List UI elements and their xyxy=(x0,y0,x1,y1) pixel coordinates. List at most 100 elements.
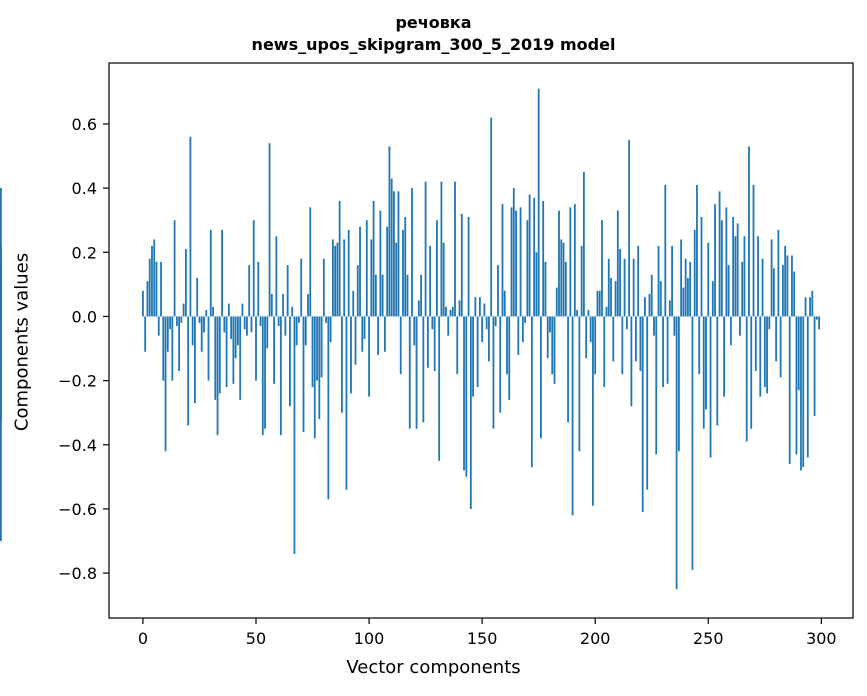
bar-component-248 xyxy=(702,316,705,429)
bar-component-127 xyxy=(429,245,432,317)
bar-component-77 xyxy=(316,316,318,381)
bar-component-228 xyxy=(657,245,660,317)
bar-component-279 xyxy=(772,268,775,317)
bar-component-91 xyxy=(347,229,350,317)
bar-component-167 xyxy=(519,207,522,317)
bar-component-270 xyxy=(752,184,755,317)
bar-component-18 xyxy=(182,303,185,317)
bar-component-188 xyxy=(567,316,569,423)
bar-component-176 xyxy=(540,316,542,439)
bar-component-14 xyxy=(173,220,176,317)
bar-component-178 xyxy=(544,261,547,317)
bar-component-219 xyxy=(637,245,640,317)
bar-component-31 xyxy=(212,306,214,317)
bar-component-3 xyxy=(148,258,151,317)
bar-component-53 xyxy=(261,316,264,436)
bar-component-undefined xyxy=(0,316,2,327)
bar-component-54 xyxy=(264,316,266,429)
bar-component-114 xyxy=(399,316,402,375)
bar-component-89 xyxy=(343,239,346,317)
bar-component-25 xyxy=(198,316,201,323)
bar-component-233 xyxy=(668,300,671,317)
bar-component-70 xyxy=(300,258,303,317)
bar-component-254 xyxy=(716,316,719,426)
bar-component-51 xyxy=(257,261,260,317)
bar-component-247 xyxy=(700,216,703,317)
bars-group xyxy=(0,88,820,590)
bar-component-122 xyxy=(417,300,420,317)
bar-component-42 xyxy=(237,316,239,346)
bar-component-19 xyxy=(184,249,187,317)
bar-component-76 xyxy=(313,316,316,439)
bar-component-175 xyxy=(537,88,540,317)
bar-component-88 xyxy=(341,316,343,413)
bar-component-9 xyxy=(162,316,165,381)
bar-component-250 xyxy=(707,242,710,317)
bar-component-118 xyxy=(408,316,411,429)
bar-component-8 xyxy=(160,261,162,317)
bar-component-79 xyxy=(320,316,323,378)
bar-component-2 xyxy=(146,281,149,317)
bar-component-142 xyxy=(463,316,465,471)
bar-component-82 xyxy=(327,316,330,500)
bar-component-172 xyxy=(530,316,533,468)
y-tick-label: 0.6 xyxy=(72,115,97,134)
bar-component-202 xyxy=(598,290,601,317)
bar-component-174 xyxy=(535,252,538,317)
bar-component-37 xyxy=(225,316,228,388)
bar-component-157 xyxy=(497,265,499,317)
bar-component-1 xyxy=(144,316,147,352)
bar-component-100 xyxy=(368,316,370,397)
bar-component-280 xyxy=(775,316,778,362)
bar-component-230 xyxy=(662,316,664,388)
bar-component-68 xyxy=(295,316,298,346)
bar-component-203 xyxy=(601,220,603,317)
bar-component-169 xyxy=(524,316,526,323)
bar-component-143 xyxy=(465,316,468,477)
bar-component-61 xyxy=(279,316,282,436)
bar-component-85 xyxy=(334,245,337,317)
bar-component-63 xyxy=(284,316,287,336)
bar-component-132 xyxy=(440,181,443,317)
bar-component-112 xyxy=(395,242,398,317)
bar-component-264 xyxy=(739,316,741,336)
bar-component-71 xyxy=(302,316,305,432)
bar-component-156 xyxy=(494,316,497,327)
bar-component-147 xyxy=(474,297,477,317)
x-tick-label: 200 xyxy=(580,629,611,648)
bar-component-27 xyxy=(203,316,205,333)
bar-component-253 xyxy=(714,204,716,317)
bar-component-99 xyxy=(365,220,368,317)
bar-component-226 xyxy=(653,316,655,336)
bar-component-12 xyxy=(169,316,171,330)
bar-component-162 xyxy=(508,316,511,400)
bar-component-145 xyxy=(469,316,472,509)
bar-component-192 xyxy=(576,310,579,317)
bar-component-298 xyxy=(815,316,818,320)
y-tick-label: −0.2 xyxy=(58,372,97,391)
bar-component-244 xyxy=(693,229,696,317)
bar-component-55 xyxy=(266,316,269,349)
bar-component-103 xyxy=(374,274,377,317)
chart-title-word: речовка xyxy=(395,13,472,32)
bar-component-212 xyxy=(621,316,624,375)
bar-component-136 xyxy=(449,310,452,317)
bar-component-20 xyxy=(187,316,190,426)
bar-component-134 xyxy=(445,306,447,317)
bar-component-199 xyxy=(592,316,594,506)
bar-component-210 xyxy=(616,210,619,317)
bar-component-181 xyxy=(551,316,554,375)
bar-component-115 xyxy=(402,229,404,317)
bar-component-180 xyxy=(549,316,551,333)
bar-component-undefined xyxy=(0,316,2,542)
bar-component-17 xyxy=(180,316,183,323)
x-tick-label: 100 xyxy=(354,629,385,648)
bar-component-237 xyxy=(677,316,680,452)
bar-component-208 xyxy=(612,316,615,362)
bar-component-26 xyxy=(200,316,203,352)
bar-component-131 xyxy=(438,316,441,461)
bar-component-222 xyxy=(644,297,646,317)
bar-component-28 xyxy=(205,310,208,317)
bar-component-72 xyxy=(304,316,307,346)
bar-component-243 xyxy=(691,316,694,570)
